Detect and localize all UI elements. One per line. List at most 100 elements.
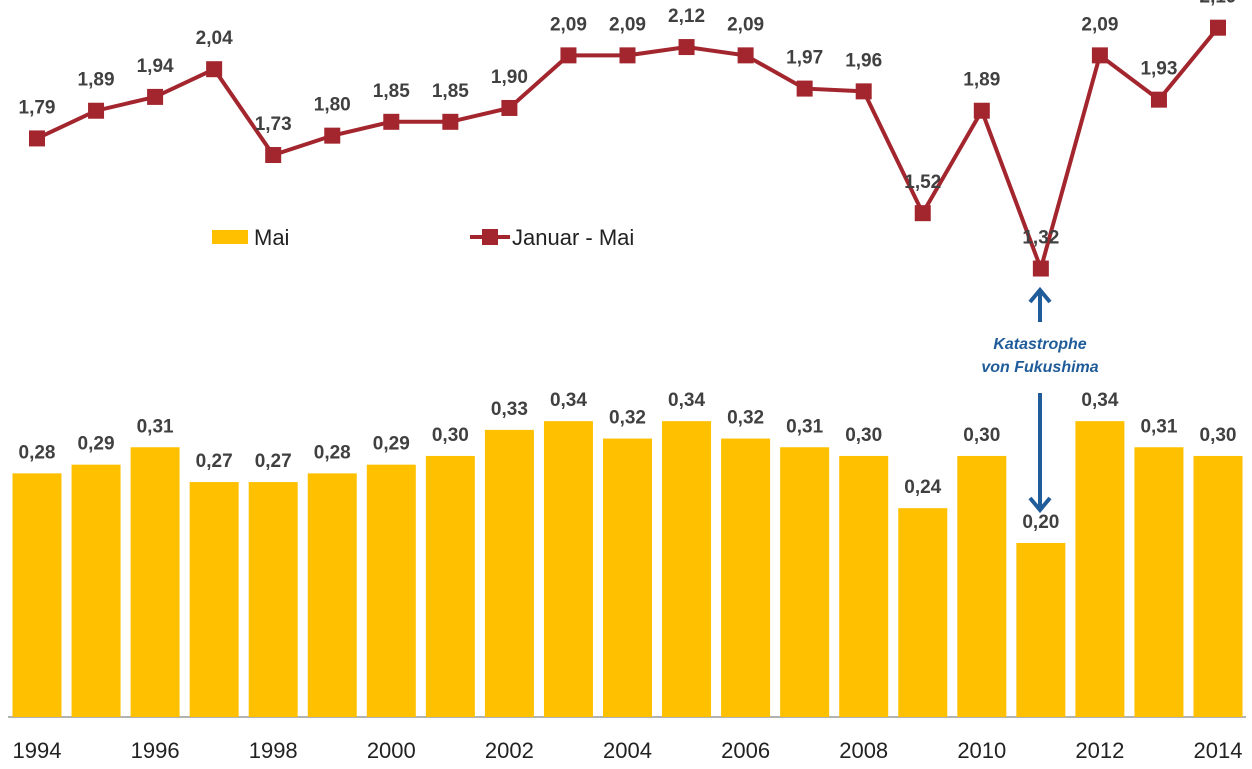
x-tick-label: 2012 xyxy=(1075,738,1124,763)
value-label: 0,27 xyxy=(196,451,233,472)
bar xyxy=(603,438,652,717)
annotation: von Fukushima xyxy=(981,359,1098,376)
value-label: 0,31 xyxy=(1140,416,1177,437)
marker xyxy=(206,61,223,78)
value-label: 0,34 xyxy=(550,390,587,411)
legend-swatch xyxy=(212,230,248,244)
bar xyxy=(839,455,889,717)
value-label: 2,09 xyxy=(609,14,646,35)
marker xyxy=(560,47,577,64)
x-tick-label: 1998 xyxy=(249,738,298,763)
value-label: 0,34 xyxy=(668,390,705,411)
marker xyxy=(619,47,636,64)
value-label: 1,79 xyxy=(19,97,56,118)
marker xyxy=(796,80,813,97)
value-label: 1,73 xyxy=(255,114,292,135)
marker xyxy=(914,205,931,222)
value-label: 0,27 xyxy=(255,451,292,472)
legend-swatch xyxy=(482,229,498,245)
value-label: 0,29 xyxy=(373,434,410,455)
value-label: 0,33 xyxy=(491,399,528,420)
bar xyxy=(425,455,475,717)
marker xyxy=(383,113,400,130)
x-tick-label: 2000 xyxy=(367,738,416,763)
marker xyxy=(29,130,45,147)
bar xyxy=(130,447,180,717)
value-label: 0,29 xyxy=(78,434,115,455)
marker xyxy=(1210,19,1226,36)
bar xyxy=(1016,542,1066,717)
legend-label: Januar - Mai xyxy=(512,225,634,250)
marker xyxy=(1091,47,1108,64)
value-label: 1,97 xyxy=(786,48,823,69)
x-tick-label: 1994 xyxy=(13,738,62,763)
annotation: Katastrophe xyxy=(993,336,1086,353)
bar xyxy=(780,447,830,717)
value-label: 1,85 xyxy=(373,81,410,102)
x-tick-label: 2010 xyxy=(957,738,1006,763)
bar xyxy=(366,464,416,717)
marker xyxy=(855,83,872,100)
value-label: 2,09 xyxy=(550,14,587,35)
bar xyxy=(71,464,121,717)
value-label: 2,19 xyxy=(1200,0,1237,8)
value-label: 1,80 xyxy=(314,95,351,116)
value-label: 0,34 xyxy=(1081,390,1118,411)
value-label: 2,04 xyxy=(196,28,233,49)
x-tick-label: 2008 xyxy=(839,738,888,763)
value-label: 0,20 xyxy=(1022,512,1059,533)
bar xyxy=(721,438,771,717)
marker xyxy=(1150,91,1167,108)
bar xyxy=(1134,447,1184,717)
value-label: 1,94 xyxy=(137,56,174,77)
bar xyxy=(307,473,357,717)
x-tick-label: 2006 xyxy=(721,738,770,763)
value-label: 1,32 xyxy=(1022,228,1059,249)
bar xyxy=(484,429,534,717)
x-tick-label: 2004 xyxy=(603,738,652,763)
value-label: 2,09 xyxy=(727,14,764,35)
value-label: 0,31 xyxy=(786,416,823,437)
value-label: 2,09 xyxy=(1081,14,1118,35)
marker xyxy=(147,88,164,105)
x-tick-label: 2014 xyxy=(1194,738,1243,763)
value-label: 1,89 xyxy=(78,70,115,91)
marker xyxy=(1032,260,1049,277)
bar xyxy=(248,482,298,717)
value-label: 0,31 xyxy=(137,416,174,437)
marker xyxy=(442,113,459,130)
x-tick-label: 1996 xyxy=(131,738,180,763)
marker xyxy=(324,127,341,144)
value-label: 0,24 xyxy=(904,477,941,498)
value-label: 0,30 xyxy=(845,425,882,446)
annotation-arrows xyxy=(1028,286,1052,514)
value-label: 0,32 xyxy=(727,408,764,429)
x-tick-label: 2002 xyxy=(485,738,534,763)
value-label: 0,32 xyxy=(609,408,646,429)
marker xyxy=(737,47,754,64)
bar xyxy=(1075,421,1125,717)
value-label: 0,28 xyxy=(19,442,56,463)
value-label: 1,90 xyxy=(491,67,528,88)
value-label: 0,30 xyxy=(432,425,469,446)
bar xyxy=(1193,455,1243,717)
marker xyxy=(265,147,282,164)
bar xyxy=(189,482,239,717)
legend-label: Mai xyxy=(254,225,289,250)
marker xyxy=(88,102,105,119)
bar xyxy=(898,508,948,717)
bar xyxy=(957,455,1007,717)
value-label: 0,30 xyxy=(1200,425,1237,446)
value-label: 1,89 xyxy=(963,70,1000,91)
marker xyxy=(501,99,518,116)
bar xyxy=(12,473,62,717)
value-label: 1,52 xyxy=(904,172,941,193)
value-label: 1,85 xyxy=(432,81,469,102)
marker xyxy=(678,39,695,56)
marker xyxy=(973,102,990,119)
value-label: 0,30 xyxy=(963,425,1000,446)
value-label: 1,93 xyxy=(1140,59,1177,80)
value-label: 2,12 xyxy=(668,6,705,27)
bar xyxy=(543,421,593,717)
